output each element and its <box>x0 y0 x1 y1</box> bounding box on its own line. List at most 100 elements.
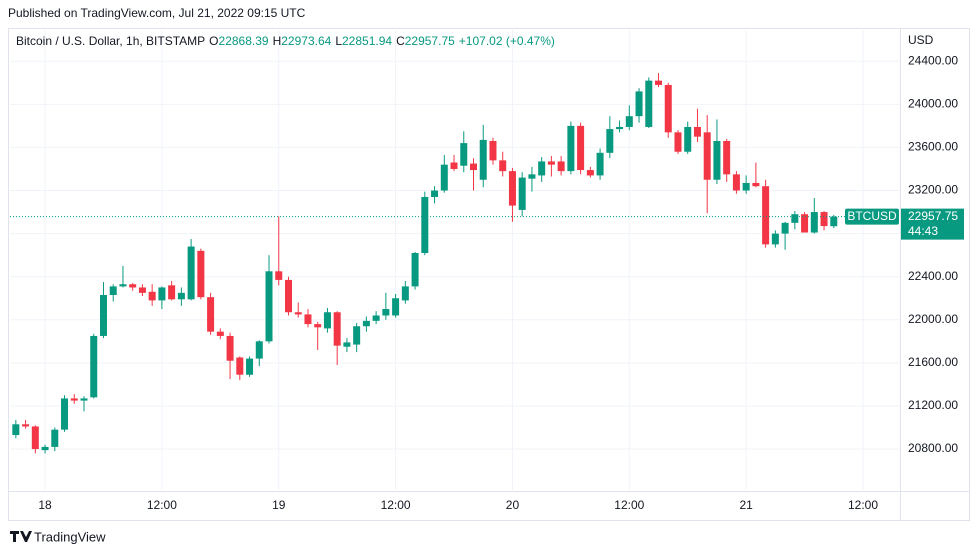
y-tick-label: 21600.00 <box>908 355 958 369</box>
y-tick-label: 22400.00 <box>908 269 958 283</box>
candle-body <box>674 132 682 152</box>
candle-body <box>713 140 721 180</box>
candle-body <box>177 292 185 300</box>
candle-body <box>392 298 400 316</box>
symbol-title: Bitcoin / U.S. Dollar, 1h, BITSTAMP <box>16 34 205 48</box>
y-tick-label: 23200.00 <box>908 183 958 197</box>
legend-open: 22868.39 <box>219 34 269 48</box>
x-tick-label: 19 <box>272 498 286 512</box>
candle-body <box>664 84 672 133</box>
candle-body <box>187 246 195 300</box>
candle-body <box>489 140 497 161</box>
candle-body <box>411 252 419 287</box>
candle-body <box>119 284 127 287</box>
x-tick-label: 21 <box>739 498 753 512</box>
y-tick-label: 24000.00 <box>908 97 958 111</box>
candle-body <box>684 126 692 152</box>
candle-body <box>645 80 653 127</box>
candle-body <box>129 284 137 288</box>
candle-body <box>781 222 789 234</box>
candle-body <box>294 312 302 315</box>
x-tick-label: 12:00 <box>381 498 411 512</box>
footer-logo: TradingView <box>10 529 106 544</box>
candle-body <box>557 161 565 172</box>
candle-body <box>148 291 156 301</box>
x-tick-label: 18 <box>38 498 52 512</box>
candle-body <box>284 279 292 313</box>
candle-body <box>586 170 594 176</box>
candle-body <box>499 160 507 172</box>
candle-body <box>80 398 88 401</box>
candle-body <box>197 250 205 298</box>
candle-body <box>333 312 341 346</box>
legend: Bitcoin / U.S. Dollar, 1h, BITSTAMP O2286… <box>16 34 555 48</box>
candle-body <box>216 331 224 336</box>
candle-body <box>625 116 633 127</box>
candle-body <box>138 287 146 293</box>
legend-low: 22851.94 <box>342 34 392 48</box>
candle-body <box>440 164 448 191</box>
candle-body <box>275 271 283 280</box>
candle-body <box>51 429 59 447</box>
legend-letter: L <box>335 34 342 48</box>
candle-body <box>742 182 750 191</box>
candles <box>12 73 838 454</box>
candle-body <box>158 287 166 301</box>
countdown-label: 44:43 <box>908 224 938 238</box>
candle-body <box>343 342 351 347</box>
candle-body <box>732 174 740 191</box>
candle-body <box>752 182 760 187</box>
grid <box>10 30 900 490</box>
candle-body <box>41 446 49 451</box>
candle-body <box>382 309 390 316</box>
candle-body <box>70 398 78 401</box>
symbol-tag <box>845 208 899 225</box>
candle-body <box>723 140 731 175</box>
candle-body <box>547 161 555 165</box>
symbol-tag-label: BTCUSD <box>847 209 897 223</box>
candle-body <box>31 426 39 450</box>
candle-body <box>635 91 643 117</box>
candle-body <box>236 357 244 375</box>
candle-body <box>528 174 536 179</box>
published-note: Published on TradingView.com, Jul 21, 20… <box>8 6 306 20</box>
candle-body <box>168 285 176 300</box>
legend-high: 22973.64 <box>281 34 331 48</box>
candle-body <box>431 190 439 197</box>
candle-body <box>830 216 838 227</box>
legend-close: 22957.75 <box>405 34 455 48</box>
candle-body <box>265 271 273 342</box>
x-tick-label: 12:00 <box>614 498 644 512</box>
candle-body <box>304 314 312 325</box>
candle-body <box>22 424 30 427</box>
candle-body <box>616 126 624 130</box>
price-tag-label: 22957.75 <box>908 209 958 223</box>
price-tag <box>901 208 964 240</box>
y-tick-label: 23600.00 <box>908 140 958 154</box>
candle-body <box>12 424 20 436</box>
candle-body <box>226 335 234 361</box>
x-tick-label: 12:00 <box>848 498 878 512</box>
candle-body <box>567 125 575 172</box>
candle-body <box>470 163 478 171</box>
candle-body <box>61 398 69 430</box>
y-tick-label: 21200.00 <box>908 398 958 412</box>
chart-frame <box>8 28 970 521</box>
candle-body <box>820 212 828 227</box>
y-tick-label: 24400.00 <box>908 53 958 67</box>
legend-change: +107.02 (+0.47%) <box>459 34 555 48</box>
candle-body <box>255 341 263 359</box>
candle-body <box>810 212 818 233</box>
candle-body <box>450 162 458 169</box>
candle-body <box>362 320 370 327</box>
candle-body <box>207 297 215 332</box>
candle-body <box>538 161 546 176</box>
candle-body <box>421 196 429 253</box>
candle-body <box>801 214 809 233</box>
x-tick-label: 12:00 <box>147 498 177 512</box>
candle-body <box>323 312 331 329</box>
y-tick-label: 22000.00 <box>908 312 958 326</box>
candle-body <box>314 324 322 328</box>
candle-body <box>771 233 779 245</box>
